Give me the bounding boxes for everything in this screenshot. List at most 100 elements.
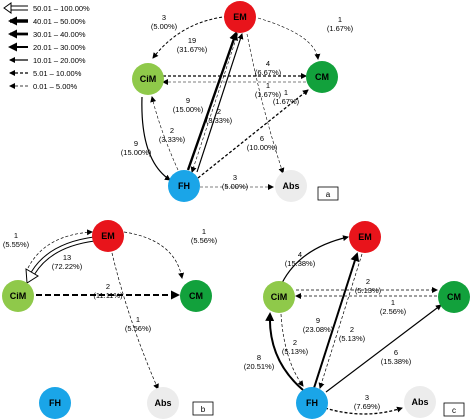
edge-pct: (5.56%)	[125, 324, 152, 333]
edge-pct: (7.69%)	[354, 402, 381, 411]
edge-fh-to-cm	[197, 89, 309, 179]
edge-cim-to-fh	[280, 313, 304, 387]
edge-fh-to-cm	[325, 304, 442, 393]
edge-count: 9	[186, 96, 190, 105]
edge-pct: (31.67%)	[177, 45, 208, 54]
edge-pct: (5.13%)	[339, 334, 366, 343]
edge-fh-to-em	[196, 33, 244, 173]
edge-pct: (23.08%)	[303, 325, 334, 334]
edge-pct: (5.13%)	[282, 347, 309, 356]
edge-pct: (11.11%)	[93, 291, 123, 300]
edge-count: 1	[338, 15, 342, 24]
edge-pct: (5.13%)	[355, 286, 382, 295]
node-label: Abs	[282, 181, 299, 191]
edge-pct: (5.56%)	[191, 236, 218, 245]
node-circle	[2, 280, 34, 312]
edge-count: 2	[217, 107, 221, 116]
node-circle	[92, 220, 124, 252]
node-abs: Abs	[275, 170, 307, 202]
panel-a: EM CiM CM FH Abs 3 (5.00%) 19 (31.67%) 1…	[121, 1, 354, 202]
edge-pct: (15.38%)	[381, 357, 412, 366]
edge-pct: (1.67%)	[327, 24, 354, 33]
legend-item-7: 0.01 – 5.00%	[9, 82, 78, 91]
node-circle	[404, 386, 436, 418]
node-abs: Abs	[147, 387, 179, 419]
legend-label: 10.01 – 20.00%	[33, 56, 86, 65]
edge-em-to-cim-hollow-inner	[31, 237, 95, 274]
edge-count: 13	[63, 253, 71, 262]
node-label: EM	[101, 231, 115, 241]
edge-fh-to-em-strong	[186, 31, 238, 171]
edge-em-to-cim	[152, 15, 233, 59]
node-label: Abs	[411, 397, 428, 407]
node-fh: FH	[39, 387, 71, 419]
legend-arrowhead	[3, 2, 12, 14]
node-cm: CM	[306, 61, 338, 93]
edge-count: 6	[260, 134, 264, 143]
legend: 50.01 – 100.00% 40.01 – 50.00% 30.01 – 4…	[3, 2, 90, 91]
node-label: FH	[49, 398, 61, 408]
edge-count: 1	[284, 88, 288, 97]
node-label: EM	[358, 232, 372, 242]
edge-pct: (3.33%)	[159, 135, 186, 144]
edge-cim-to-fh	[141, 96, 171, 181]
node-label: FH	[306, 398, 318, 408]
legend-label: 30.01 – 40.00%	[33, 30, 86, 39]
edge-count: 1	[391, 298, 395, 307]
edge-pct: (1.67%)	[255, 90, 282, 99]
node-em: EM	[92, 220, 124, 252]
edge-pct: (15.00%)	[121, 148, 152, 157]
node-label: CiM	[271, 292, 288, 302]
node-circle	[438, 281, 470, 313]
legend-item-5: 10.01 – 20.00%	[9, 56, 86, 65]
legend-item-3: 30.01 – 40.00%	[8, 29, 86, 39]
node-cim: CiM	[132, 63, 164, 95]
edge-pct: (3.33%)	[206, 116, 233, 125]
edge-count: 3	[233, 173, 237, 182]
node-cm: CM	[438, 281, 470, 313]
edge-count: 4	[266, 59, 270, 68]
edge-fh-to-abs	[324, 406, 403, 415]
edge-pct: (1.67%)	[273, 97, 300, 106]
node-circle	[39, 387, 71, 419]
edge-pct: (6.67%)	[255, 68, 282, 77]
edge-pct: (15.38%)	[285, 259, 316, 268]
legend-item-1: 50.01 – 100.00%	[3, 2, 90, 14]
edge-em-to-cm	[257, 17, 321, 60]
node-cim: CiM	[2, 280, 34, 312]
edge-fh-to-cim	[265, 312, 304, 391]
edge-count: 9	[134, 139, 138, 148]
node-fh: FH	[168, 170, 200, 202]
edge-count: 8	[257, 353, 261, 362]
legend-label: 40.01 – 50.00%	[33, 17, 86, 26]
edge-em-to-cim-arrowhead	[25, 268, 39, 284]
edge-count: 9	[316, 316, 320, 325]
edge-cim-to-em	[27, 229, 93, 269]
node-label: CiM	[10, 291, 27, 301]
node-circle	[296, 387, 328, 419]
edge-em-to-abs	[111, 252, 159, 390]
edge-cim-to-em	[281, 235, 349, 284]
edge-count: 1	[136, 315, 140, 324]
panel-b: EM CiM CM FH Abs 1 (5.55%) 13 (72.22%) 1…	[2, 220, 218, 419]
edge-em-to-abs	[246, 33, 285, 174]
node-circle	[275, 170, 307, 202]
legend-item-2: 40.01 – 50.00%	[8, 16, 86, 26]
node-label: Abs	[154, 398, 171, 408]
panel-letter: c	[452, 406, 456, 415]
legend-label: 20.01 – 30.00%	[33, 43, 86, 52]
edge-em-to-cm	[123, 231, 185, 279]
edge-pct: (5.55%)	[3, 240, 30, 249]
legend-label: 0.01 – 5.00%	[33, 82, 78, 91]
node-em: EM	[349, 221, 381, 253]
edge-fh-to-cim	[150, 96, 179, 171]
node-circle	[147, 387, 179, 419]
node-label: CM	[447, 292, 461, 302]
node-circle	[349, 221, 381, 253]
edge-count: 3	[365, 393, 369, 402]
panel-letter-box	[192, 401, 214, 416]
edge-em-to-fh	[318, 253, 363, 389]
edge-pct: (2.56%)	[380, 307, 407, 316]
panel-letter-box	[443, 402, 465, 417]
